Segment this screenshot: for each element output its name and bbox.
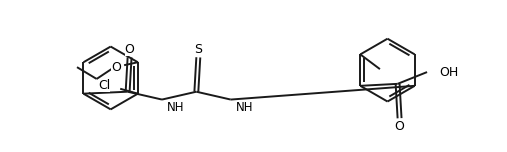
Text: O: O [112, 61, 121, 74]
Text: Cl: Cl [98, 79, 111, 92]
Text: NH: NH [236, 101, 253, 114]
Text: O: O [394, 120, 405, 133]
Text: O: O [125, 43, 134, 56]
Text: OH: OH [439, 66, 458, 79]
Text: NH: NH [167, 101, 185, 114]
Text: S: S [194, 43, 202, 56]
